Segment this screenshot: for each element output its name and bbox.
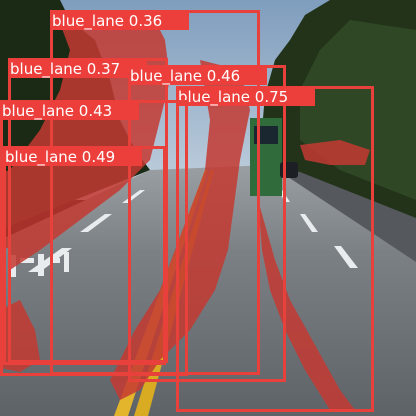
label-background [0,100,139,120]
detection-label: blue_lane 0.75 [178,88,288,107]
detection-3: blue_lane 0.75 [176,86,374,412]
label-background [8,58,147,78]
detection-label: blue_lane 0.36 [52,12,162,31]
detection-5: blue_lane 0.49 [3,146,166,365]
car-dark [280,162,298,178]
detection-label: blue_lane 0.37 [10,60,120,79]
detection-2: blue_lane 0.46 [128,65,286,382]
detection-1: blue_lane 0.37 [8,58,168,363]
detection-label: blue_lane 0.49 [5,148,115,167]
detection-4: blue_lane 0.43 [0,100,188,376]
detection-label: blue_lane 0.46 [130,67,240,86]
right-sidewalk [270,165,416,262]
label-background [3,146,142,166]
label-background [176,86,315,106]
label-background [128,65,267,85]
label-background [50,10,189,30]
detection-label: blue_lane 0.43 [2,102,112,121]
